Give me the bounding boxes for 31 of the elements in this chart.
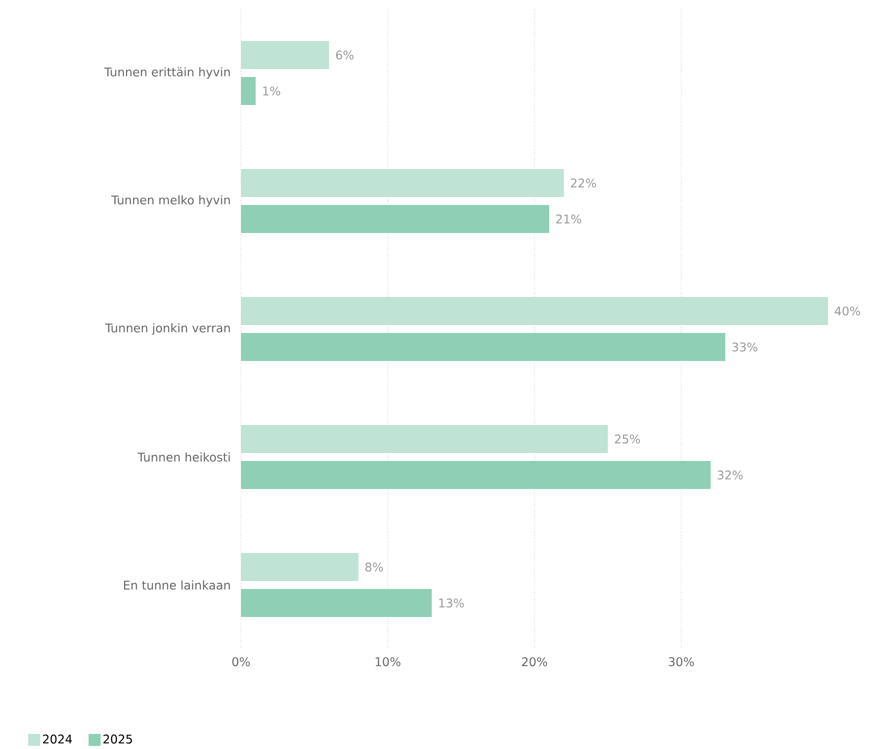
data-label: 1% bbox=[263, 86, 280, 96]
bar bbox=[241, 77, 256, 106]
data-label: 33% bbox=[732, 342, 758, 352]
data-label: 40% bbox=[834, 306, 860, 316]
x-tick-label: 20% bbox=[522, 657, 548, 666]
data-label: 6% bbox=[336, 50, 354, 60]
data-label: 22% bbox=[570, 178, 596, 188]
y-tick-label: Tunnen erittäin hyvin bbox=[104, 67, 230, 79]
x-tick-label: 10% bbox=[376, 657, 400, 666]
bar bbox=[241, 205, 550, 234]
y-tick-label: Tunnen melko hyvin bbox=[111, 195, 230, 207]
bar bbox=[241, 461, 711, 490]
x-tick-label: 30% bbox=[668, 657, 694, 666]
y-tick-label: Tunnen jonkin verran bbox=[105, 323, 230, 335]
legend-label: 2024 bbox=[43, 734, 72, 744]
bar bbox=[241, 589, 432, 618]
bar bbox=[241, 297, 828, 326]
data-label: 21% bbox=[556, 214, 582, 224]
bar bbox=[241, 425, 608, 454]
data-label: 13% bbox=[439, 598, 464, 608]
data-label: 8% bbox=[365, 562, 383, 572]
bar bbox=[241, 553, 358, 582]
x-tick-label: 0% bbox=[232, 657, 250, 666]
data-label: 25% bbox=[614, 434, 640, 444]
bar bbox=[241, 41, 330, 70]
data-label: 32% bbox=[718, 470, 743, 480]
bar bbox=[241, 333, 726, 362]
y-tick-label: Tunnen heikosti bbox=[138, 452, 230, 462]
legend-label: 2025 bbox=[103, 734, 132, 744]
bar bbox=[241, 169, 564, 198]
y-tick-label: En tunne lainkaan bbox=[124, 580, 230, 590]
